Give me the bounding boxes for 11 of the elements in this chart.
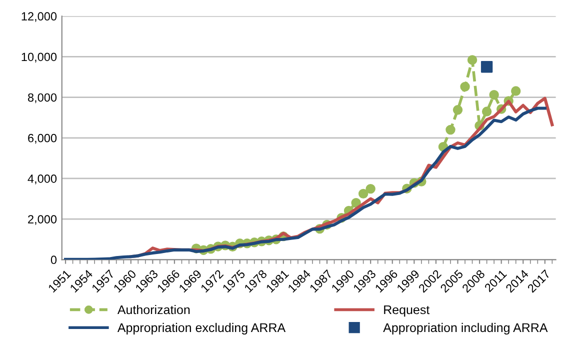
y-tick-label: 2,000	[28, 215, 57, 225]
y-tick-label: 6,000	[28, 134, 57, 144]
legend-label: Appropriation including ARRA	[383, 322, 548, 335]
y-tick-label: 4,000	[28, 174, 57, 184]
y-tick-label: 12,000	[22, 12, 57, 22]
legend-label: Authorization	[117, 304, 190, 314]
y-tick-label: 8,000	[28, 93, 57, 104]
y-tick-label: 0	[50, 256, 57, 264]
legend-label: Request	[384, 305, 430, 317]
legend-label: Appropriation excluding ARRA	[117, 322, 286, 335]
y-tick-label: 10,000	[22, 52, 57, 62]
